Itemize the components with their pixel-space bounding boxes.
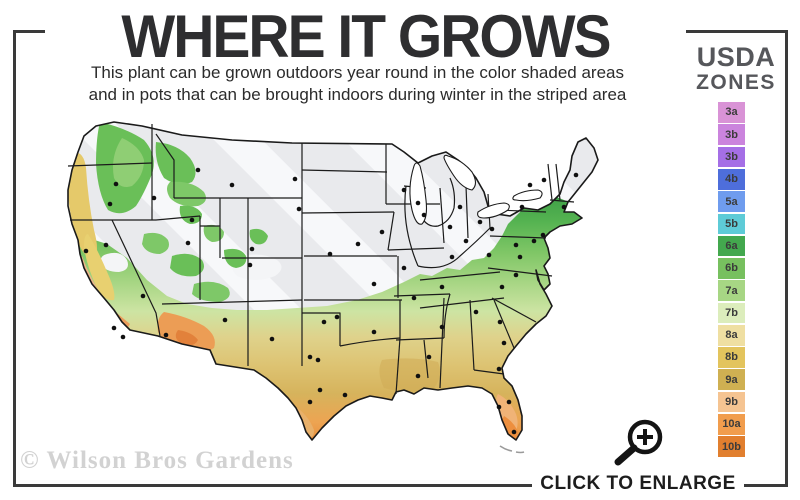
zone-swatch-3b: 3b	[718, 146, 745, 168]
zone-swatch-8a: 8a	[718, 324, 745, 346]
legend-heading-zones: ZONES	[696, 71, 776, 94]
zone-swatch-9b: 9b	[718, 391, 745, 413]
zone-swatch-8b: 8b	[718, 347, 745, 368]
frame-border-left	[13, 30, 16, 487]
subtitle: This plant can be grown outdoors year ro…	[45, 62, 670, 107]
zone-swatch-5b: 5b	[718, 213, 745, 235]
great-lakes	[409, 154, 543, 225]
usda-zones-list: 3a 3b 3b 4b 5a 5b 6a 6b 7a 7b 8a 8b 9a 9b 10a 10b	[718, 102, 745, 457]
usda-zones-legend: USDA ZONES 3a 3b 3b 4b 5a 5b 6a 6b 7a 7b 8a 8b 9a 9b 1…	[688, 44, 784, 459]
click-to-enlarge-label[interactable]: CLICK TO ENLARGE	[532, 473, 744, 495]
zone-swatch-5a: 5a	[718, 191, 745, 212]
zone-swatch-4b: 4b	[718, 168, 745, 190]
page-title: WHERE IT GROWS	[45, 2, 686, 72]
legend-heading-usda: USDA	[696, 42, 776, 72]
zone-swatch-7a: 7a	[718, 280, 745, 301]
zone-swatch-10b: 10b	[718, 436, 745, 457]
zone-swatch-6b: 6b	[718, 258, 745, 279]
usa-map-svg	[67, 121, 599, 454]
zone-swatch-10a: 10a	[718, 414, 745, 435]
zone-swatch-6a: 6a	[718, 235, 745, 257]
zone-swatch-3a: 3a	[718, 102, 745, 123]
zone-swatch-3b: 3b	[718, 124, 745, 145]
usa-hardiness-map[interactable]	[52, 108, 704, 480]
magnifier-zoom-icon[interactable]	[608, 412, 668, 470]
subtitle-line-2: and in pots that can be brought indoors …	[88, 85, 627, 105]
city-dots	[83, 167, 579, 435]
zone-swatch-7b: 7b	[718, 302, 745, 324]
florida-keys	[499, 445, 525, 454]
watermark: © Wilson Bros Gardens	[20, 447, 294, 474]
frame-border-right	[785, 30, 788, 487]
subtitle-line-1: This plant can be grown outdoors year ro…	[91, 63, 624, 82]
zone-swatch-9a: 9a	[718, 369, 745, 391]
frame-border-bottom	[13, 484, 788, 487]
legend-heading: USDA ZONES	[688, 42, 784, 95]
